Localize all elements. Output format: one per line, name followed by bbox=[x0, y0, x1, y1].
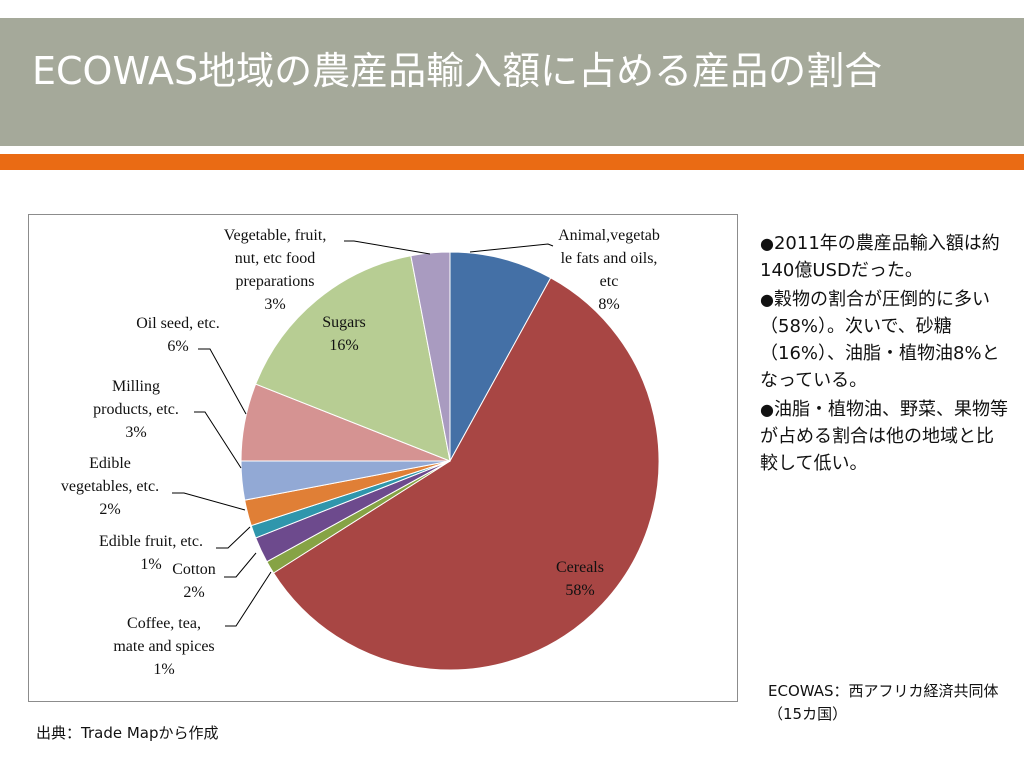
slice-name: Edible vegetables, etc. bbox=[60, 455, 160, 495]
slice-label: Animal,vegetab le fats and oils, etc 8% bbox=[534, 224, 684, 316]
pie-slice bbox=[272, 277, 660, 671]
leader-line bbox=[469, 243, 554, 253]
bullet-item: ●2011年の農産品輸入額は約140億USDだった。 bbox=[760, 230, 1008, 284]
pie-slice bbox=[410, 251, 451, 462]
slice-name: Cotton bbox=[172, 561, 216, 578]
slice-name: Edible fruit, etc. bbox=[99, 533, 203, 550]
slice-name: Cereals bbox=[556, 559, 604, 576]
leader-line bbox=[172, 492, 246, 511]
bullet-list: ●2011年の農産品輸入額は約140億USDだった。 ●穀物の割合が圧倒的に多い… bbox=[760, 230, 1008, 479]
slice-name: Oil seed, etc. bbox=[136, 315, 220, 332]
leader-line bbox=[224, 552, 257, 578]
slice-percent: 3% bbox=[264, 296, 286, 313]
slice-percent: 2% bbox=[183, 584, 205, 601]
slice-label: Sugars 16% bbox=[294, 311, 394, 357]
bullet-text: 油脂・植物油、野菜、果物等が占める割合は他の地域と比較して低い。 bbox=[760, 399, 1008, 474]
pie-slice bbox=[449, 251, 552, 462]
slice-percent: 1% bbox=[153, 661, 175, 678]
slice-label: Edible vegetables, etc. 2% bbox=[40, 452, 180, 521]
pie-slice bbox=[255, 255, 451, 462]
slice-name: Vegetable, fruit, nut, etc food preparat… bbox=[223, 227, 327, 290]
bullet-text: 穀物の割合が圧倒的に多い（58%）。次いで、砂糖（16%）、油脂・植物油8%とな… bbox=[760, 289, 1000, 391]
slice-percent: 58% bbox=[565, 582, 595, 599]
leader-line bbox=[216, 526, 251, 549]
slice-name: Milling products, etc. bbox=[93, 378, 179, 418]
slice-percent: 1% bbox=[140, 556, 162, 573]
leader-line bbox=[344, 240, 431, 255]
bullet-text: 2011年の農産品輸入額は約140億USDだった。 bbox=[760, 233, 1000, 281]
slice-label: Cotton 2% bbox=[150, 558, 238, 604]
slice-name: Sugars bbox=[322, 314, 366, 331]
leader-line bbox=[198, 348, 247, 415]
slice-percent: 3% bbox=[125, 424, 147, 441]
slice-name: Animal,vegetab le fats and oils, etc bbox=[558, 227, 660, 290]
slice-percent: 16% bbox=[329, 337, 359, 354]
ecowas-note: ECOWAS：西アフリカ経済共同体（15カ国） bbox=[768, 682, 999, 723]
slice-label: Coffee, tea, mate and spices 1% bbox=[84, 612, 244, 681]
slice-percent: 8% bbox=[598, 296, 620, 313]
leader-line bbox=[225, 571, 272, 627]
bullet-marker: ● bbox=[760, 234, 774, 253]
bullet-item: ●穀物の割合が圧倒的に多い（58%）。次いで、砂糖（16%）、油脂・植物油8%と… bbox=[760, 286, 1008, 394]
slice-label: Vegetable, fruit, nut, etc food preparat… bbox=[200, 224, 350, 316]
slice-label: Oil seed, etc. 6% bbox=[110, 312, 246, 358]
slice-percent: 2% bbox=[99, 501, 121, 518]
leader-line bbox=[194, 411, 242, 469]
slice-label: Edible fruit, etc. 1% bbox=[76, 530, 226, 576]
slide-title: ECOWAS地域の農産品輸入額に占める産品の割合 bbox=[32, 49, 883, 93]
bullet-marker: ● bbox=[760, 400, 774, 419]
slice-label: Milling products, etc. 3% bbox=[76, 375, 196, 444]
slice-label: Cereals 58% bbox=[520, 556, 640, 602]
bullet-item: ●油脂・植物油、野菜、果物等が占める割合は他の地域と比較して低い。 bbox=[760, 396, 1008, 477]
slice-name: Coffee, tea, mate and spices bbox=[113, 615, 215, 655]
title-bar bbox=[0, 18, 1024, 146]
pie-chart bbox=[172, 240, 660, 671]
bullet-marker: ● bbox=[760, 290, 774, 309]
source-citation: 出典：Trade Mapから作成 bbox=[36, 724, 219, 742]
accent-bar bbox=[0, 154, 1024, 170]
slice-percent: 6% bbox=[167, 338, 189, 355]
